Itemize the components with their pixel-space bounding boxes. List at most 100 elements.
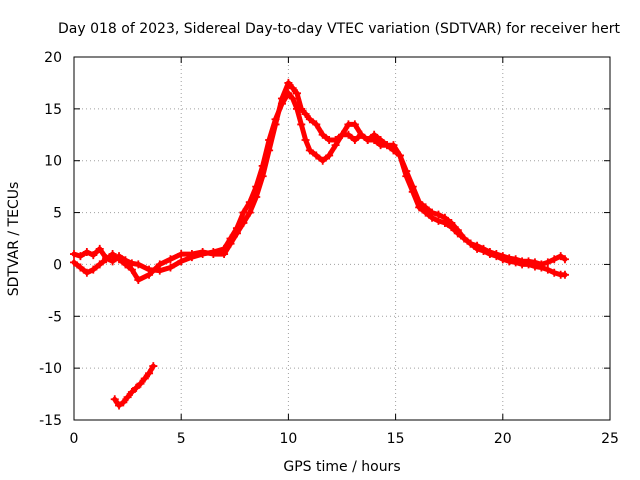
data-point <box>166 255 175 264</box>
data-point <box>350 135 359 144</box>
data-point <box>511 255 520 264</box>
data-point <box>166 263 175 272</box>
y-axis-ticks: -15 -10 -5 0 5 10 15 20 <box>39 50 610 429</box>
y-tick-label: 10 <box>44 154 62 170</box>
grid-lines <box>74 57 610 420</box>
data-point <box>415 198 424 207</box>
data-point <box>134 260 143 269</box>
data-point <box>220 250 229 259</box>
data-point <box>209 250 218 259</box>
data-point <box>560 255 569 264</box>
data-point <box>145 369 154 378</box>
data-point <box>479 244 488 253</box>
data-point <box>177 257 186 266</box>
data-point <box>408 182 417 191</box>
data-point <box>312 120 321 129</box>
y-tick-label: 15 <box>44 102 62 118</box>
data-point <box>127 387 136 396</box>
data-point <box>82 247 91 256</box>
data-point <box>95 244 104 253</box>
data-point <box>331 135 340 144</box>
data-point <box>428 208 437 217</box>
data-point <box>155 260 164 269</box>
data-point <box>297 104 306 113</box>
data-point <box>252 193 261 202</box>
data-point <box>70 258 78 267</box>
data-point <box>560 270 569 279</box>
x-axis-label: GPS time / hours <box>283 459 400 475</box>
plot-frame <box>73 56 611 421</box>
data-point <box>370 130 379 139</box>
data-point <box>318 130 327 139</box>
data-point <box>108 250 117 259</box>
data-point <box>305 146 314 155</box>
data-point <box>421 203 430 212</box>
y-tick-label: -5 <box>48 309 62 325</box>
data-point <box>498 252 507 261</box>
data-point <box>301 135 310 144</box>
data-point <box>258 172 267 181</box>
data-point <box>402 167 411 176</box>
data-point <box>70 250 78 259</box>
data-point <box>76 263 85 272</box>
data-point <box>82 268 91 277</box>
data-point <box>288 84 297 93</box>
data-point <box>395 151 404 160</box>
y-tick-label: 20 <box>44 50 62 66</box>
data-point <box>232 229 241 238</box>
data-point <box>110 395 119 404</box>
x-tick-label: 25 <box>601 431 619 447</box>
y-tick-label: -10 <box>39 361 62 377</box>
data-point <box>460 234 469 243</box>
data-point <box>265 146 274 155</box>
data-point <box>434 210 443 219</box>
data-point <box>132 383 141 392</box>
x-tick-label: 10 <box>279 431 297 447</box>
data-point <box>102 255 111 264</box>
data-point <box>149 362 158 371</box>
data-point <box>198 247 207 256</box>
data-point <box>530 258 539 267</box>
data-point <box>301 110 310 119</box>
data-point <box>136 379 145 388</box>
data-point <box>492 250 501 259</box>
data-point <box>145 270 154 279</box>
data-point <box>288 94 297 103</box>
x-axis-ticks: 0 5 10 15 20 25 <box>70 57 619 447</box>
data-point <box>357 130 366 139</box>
data-point <box>466 239 475 248</box>
data-point <box>115 255 124 264</box>
data-point <box>453 226 462 235</box>
data-point <box>127 265 136 274</box>
data-point <box>277 94 286 103</box>
data-point <box>115 401 124 410</box>
data-point <box>284 78 293 87</box>
data-point <box>177 250 186 259</box>
data-point <box>123 393 132 402</box>
data-point <box>550 255 559 264</box>
data-point <box>271 120 280 129</box>
data-point <box>292 89 301 98</box>
data-point <box>226 239 235 248</box>
data-point <box>440 213 449 222</box>
x-tick-label: 0 <box>70 431 79 447</box>
y-tick-label: 0 <box>53 257 62 273</box>
data-point <box>305 115 314 124</box>
data-point <box>485 247 494 256</box>
x-tick-label: 15 <box>387 431 405 447</box>
data-point <box>543 265 552 274</box>
data-point <box>524 257 533 266</box>
data-point <box>318 156 327 165</box>
x-tick-label: 20 <box>494 431 512 447</box>
y-axis-label: SDTVAR / TECUs <box>6 182 22 297</box>
data-point <box>389 141 398 150</box>
data-point <box>376 135 385 144</box>
data-point <box>537 260 546 269</box>
data-point <box>119 398 128 407</box>
series-2 <box>70 78 569 284</box>
y-tick-label: -15 <box>39 413 62 429</box>
data-point <box>473 241 482 250</box>
data-point <box>556 252 565 261</box>
